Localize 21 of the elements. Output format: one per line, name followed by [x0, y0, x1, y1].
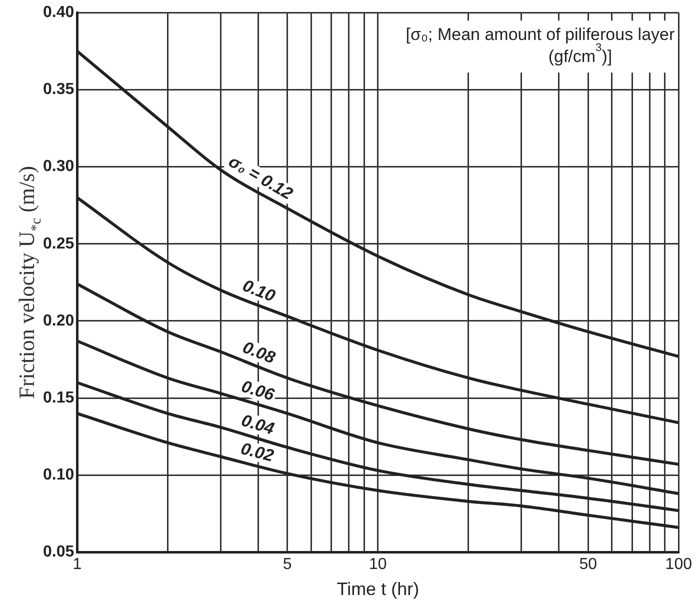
x-tick-label: 50	[579, 556, 598, 574]
y-tick-label: 0.40	[43, 4, 74, 22]
y-tick-label: 0.30	[43, 158, 74, 176]
y-tick-label: 0.20	[43, 312, 74, 330]
x-tick-label: 5	[282, 556, 292, 574]
y-tick-label: 0.15	[43, 389, 74, 406]
x-tick-label: 100	[665, 556, 692, 574]
y-tick-label: 0.05	[43, 544, 74, 561]
y-tick-label: 0.25	[43, 235, 74, 252]
text: 0.10	[240, 276, 278, 306]
text: 0.04	[239, 410, 277, 439]
text: 0.08	[240, 338, 278, 368]
x-axis-title: Time t (hr)	[336, 579, 420, 600]
x-tick-label: 1	[72, 556, 82, 574]
y-tick-label: 0.35	[43, 81, 74, 98]
y-axis-title: Friction velocity U*c (m/s)	[14, 166, 45, 399]
text: σ₀ = 0.12	[225, 152, 296, 204]
y-tick-label: 0.10	[43, 466, 74, 484]
text: 0.06	[239, 376, 277, 405]
x-tick-label: 10	[369, 556, 387, 574]
text: 0.02	[238, 438, 276, 466]
